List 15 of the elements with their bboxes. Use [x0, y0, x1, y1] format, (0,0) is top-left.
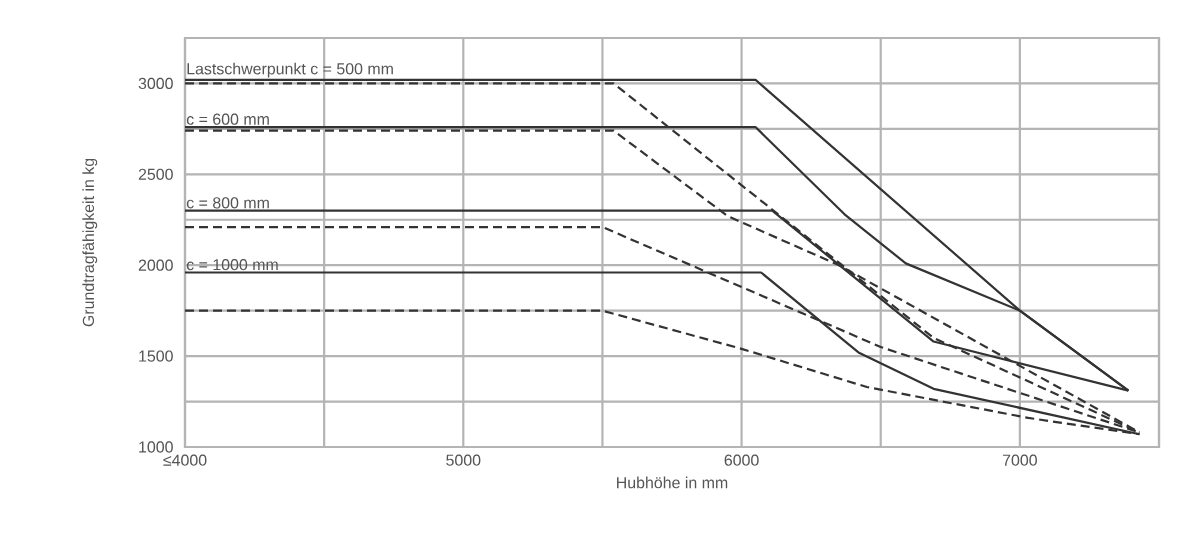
series-label: c = 800 mm [186, 197, 269, 209]
series-label: c = 600 mm [186, 113, 269, 125]
x-tick-label: 7000 [1002, 454, 1037, 466]
y-tick-label: 3000 [138, 77, 173, 90]
x-axis-title: Hubhöhe in mm [617, 476, 728, 489]
y-tick-label: 1500 [139, 350, 173, 362]
y-tick-label: 2000 [138, 259, 173, 271]
y-tick-label: 1000 [139, 441, 173, 453]
y-axis-title: Grundtragfähigkeit in kg [82, 158, 98, 327]
series-label: c = 1000 mm [186, 259, 278, 271]
series-label: Lastschwerpunkt c = 500 mm [187, 62, 393, 78]
x-tick-label: ≤4000 [163, 454, 207, 466]
y-tick-label: 2500 [138, 168, 173, 180]
x-tick-label: 5000 [446, 454, 481, 466]
x-tick-label: 6000 [724, 454, 759, 466]
